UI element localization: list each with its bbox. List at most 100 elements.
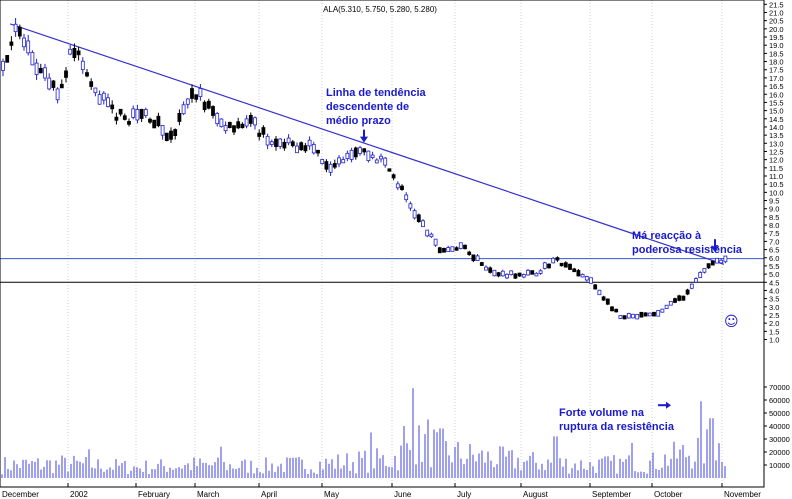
candle-body	[400, 185, 404, 190]
month-tick-label: September	[592, 490, 631, 499]
candle-body	[248, 115, 253, 124]
candle-body	[185, 98, 190, 105]
candle-body	[253, 117, 257, 126]
candle-body	[22, 37, 26, 48]
price-tick-label: 4.0	[769, 286, 779, 295]
candle-body	[710, 260, 715, 266]
candle-body	[122, 115, 127, 120]
price-tick-label: 7.0	[769, 237, 779, 246]
month-tick-label: October	[654, 490, 683, 499]
candle-body	[194, 94, 199, 100]
candle-body	[269, 141, 274, 145]
candle-body	[143, 109, 148, 116]
candle-body	[38, 67, 43, 74]
candle-body	[76, 50, 81, 56]
price-tick-label: 14.0	[769, 123, 784, 132]
annotation-arrow-head	[360, 136, 368, 143]
candle-body	[584, 276, 589, 281]
price-tick-label: 17.5	[769, 66, 784, 75]
candle-body	[379, 155, 383, 160]
candle-body	[719, 259, 724, 264]
candle-body	[55, 88, 60, 101]
candle-body	[652, 311, 656, 317]
price-tick-label: 15.0	[769, 107, 784, 116]
candle-body	[341, 159, 346, 164]
candle-body	[236, 121, 241, 129]
price-tick-label: 17.0	[769, 74, 784, 83]
candle-body	[43, 67, 47, 79]
candle-body	[30, 52, 35, 66]
candle-body	[534, 272, 539, 277]
month-tick-label: May	[324, 490, 339, 499]
candle-body	[219, 118, 224, 128]
price-tick-label: 8.5	[769, 213, 779, 222]
candle-body	[593, 284, 598, 290]
candle-body	[601, 296, 606, 301]
candle-body	[576, 270, 581, 277]
price-tick-label: 13.5	[769, 131, 784, 140]
candle-body	[500, 270, 505, 277]
price-tick-label: 2.5	[769, 311, 779, 320]
candle-body	[668, 300, 673, 306]
annotations: Linha de tendência descendente de médio pr…	[326, 87, 743, 433]
price-tick-label: 6.5	[769, 246, 779, 255]
candle-body	[278, 138, 283, 147]
candle-body	[526, 269, 530, 276]
candle-body	[34, 62, 39, 75]
annotation-text: ruptura da resistência	[559, 421, 675, 433]
candle-body	[433, 238, 438, 246]
candle-body	[521, 274, 526, 278]
candle-body	[643, 312, 648, 317]
candle-body	[156, 115, 161, 127]
price-tick-label: 16.0	[769, 90, 784, 99]
candle-body	[442, 247, 446, 253]
month-tick-label: February	[138, 490, 170, 499]
candle-body	[421, 220, 425, 228]
price-tick-label: 14.5	[769, 115, 784, 124]
candle-body	[64, 70, 68, 78]
smiley-icon: ☺	[724, 314, 739, 330]
price-tick-label: 2.0	[769, 319, 779, 328]
price-tick-label: 1.5	[769, 327, 779, 336]
candle-body	[265, 135, 270, 146]
candle-body	[173, 129, 178, 136]
candle-body	[496, 272, 501, 277]
candle-body	[118, 108, 123, 115]
candle-body	[698, 272, 703, 279]
annotation-text: descendente de	[326, 101, 409, 113]
candle-body	[202, 101, 207, 111]
candle-body	[89, 81, 94, 87]
price-tick-label: 10.0	[769, 188, 784, 197]
candle-body	[47, 77, 52, 90]
volume-tick-label: 50000	[769, 409, 790, 418]
grid	[67, 0, 723, 487]
candle-body	[169, 130, 173, 140]
candle-body	[446, 247, 451, 252]
price-tick-label: 1.0	[769, 336, 779, 345]
candle-body	[694, 278, 698, 283]
candle-body	[290, 141, 295, 147]
price-tick-label: 11.5	[769, 164, 783, 173]
price-tick-label: 11.0	[769, 172, 783, 181]
annotation-text: Má reacção à	[632, 230, 702, 242]
candle-body	[5, 55, 10, 63]
candle-body	[475, 255, 480, 262]
candle-body	[85, 72, 89, 77]
candle-body	[358, 147, 362, 154]
candle-body	[152, 119, 157, 129]
candle-body	[614, 308, 619, 313]
price-tick-label: 7.5	[769, 229, 779, 238]
price-tick-label: 6.0	[769, 254, 779, 263]
candle-body	[223, 125, 228, 132]
candle-body	[59, 83, 64, 89]
candle-body	[723, 255, 728, 263]
candle-body	[681, 295, 686, 301]
candle-body	[547, 263, 551, 269]
candle-body	[450, 246, 455, 252]
price-tick-label: 9.5	[769, 197, 779, 206]
candle-body	[349, 149, 354, 160]
candle-body	[366, 150, 371, 161]
price-tick-label: 13.0	[769, 139, 784, 148]
price-tick-label: 20.0	[769, 25, 784, 34]
candle-body	[232, 125, 236, 133]
